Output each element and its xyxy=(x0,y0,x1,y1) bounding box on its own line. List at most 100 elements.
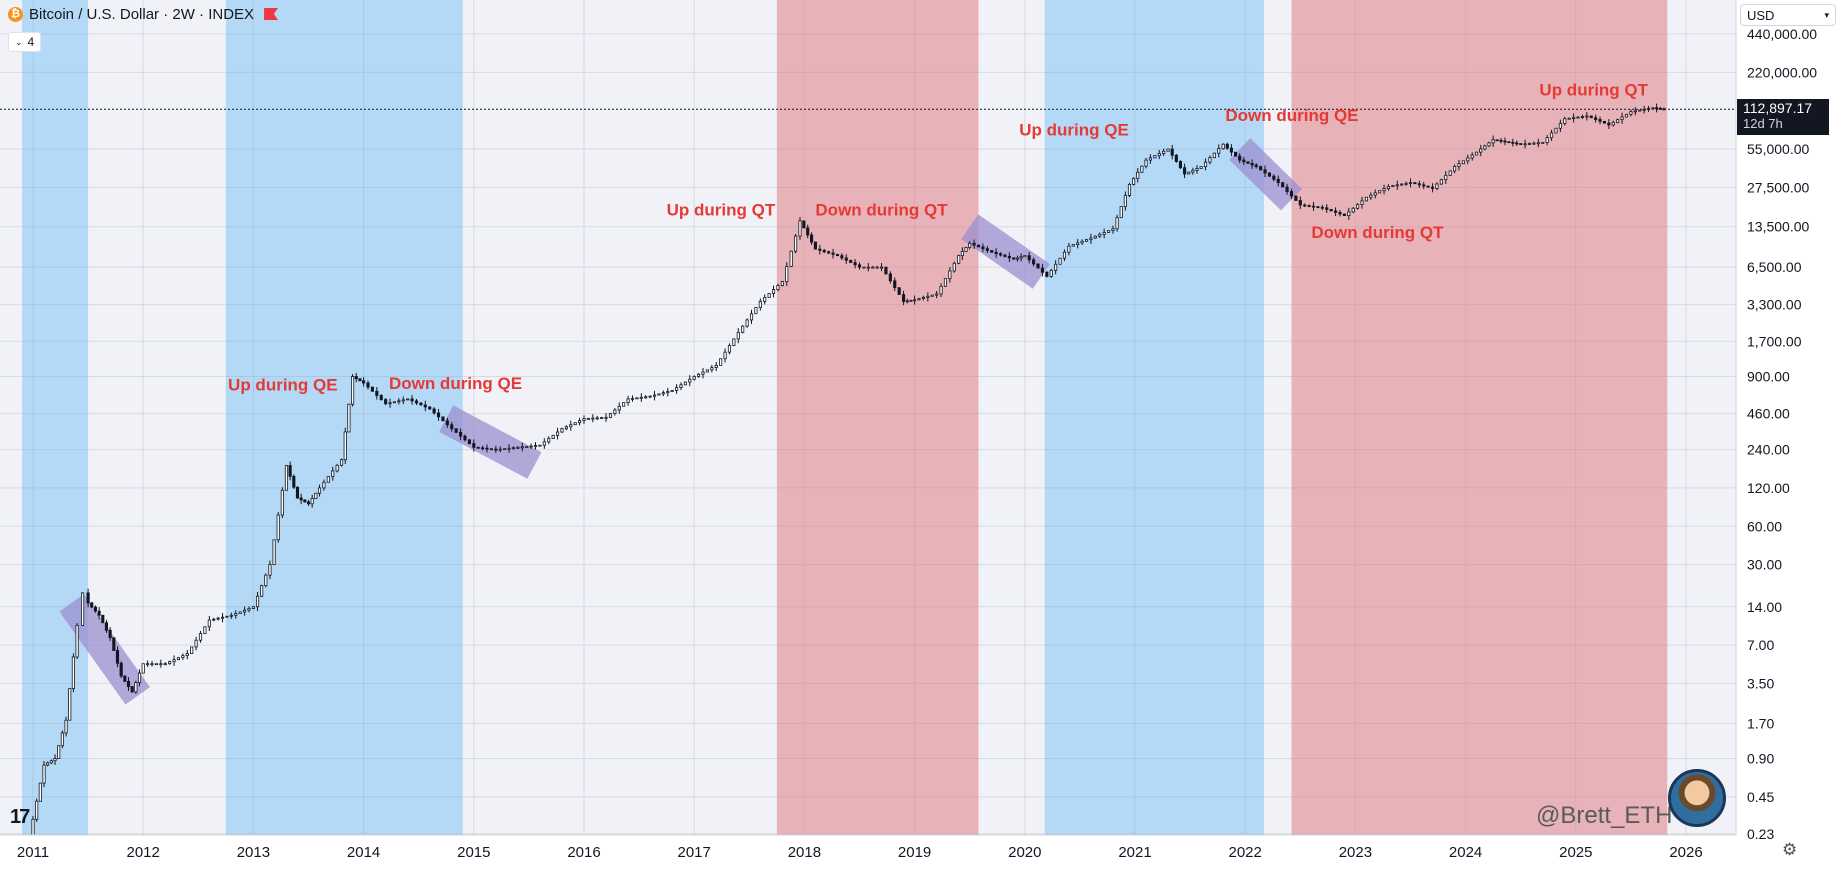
highlight-box-1[interactable] xyxy=(439,405,542,479)
candle xyxy=(586,417,590,420)
candle xyxy=(1221,143,1225,150)
candle xyxy=(1391,184,1395,187)
currency-select[interactable]: USD ▾ xyxy=(1740,4,1836,26)
candle xyxy=(93,605,98,613)
candle xyxy=(595,415,599,421)
candle xyxy=(1491,135,1495,148)
candle xyxy=(582,415,586,424)
candle xyxy=(905,298,909,304)
candle xyxy=(813,241,817,250)
y-tick-label: 240.00 xyxy=(1747,442,1790,458)
candle xyxy=(835,253,840,257)
x-tick-label: 2014 xyxy=(347,844,380,861)
highlight-box-3[interactable] xyxy=(1229,138,1302,211)
candle xyxy=(542,438,546,449)
candle xyxy=(939,283,943,297)
annotation-label: Down during QE xyxy=(389,374,522,393)
candle xyxy=(445,417,449,428)
candle xyxy=(809,232,814,245)
candle xyxy=(86,588,90,608)
annotation-label: Down during QT xyxy=(815,201,948,220)
candle xyxy=(547,436,551,445)
candle xyxy=(1607,119,1611,129)
candle xyxy=(875,265,879,269)
candle xyxy=(260,584,264,598)
y-tick-label: 1,700.00 xyxy=(1747,333,1802,349)
candle xyxy=(1303,203,1307,208)
candle xyxy=(1032,257,1036,267)
candle xyxy=(714,361,718,372)
candle xyxy=(683,381,687,386)
y-tick-label: 13,500.00 xyxy=(1747,219,1809,235)
candle xyxy=(806,224,810,239)
candle xyxy=(347,403,351,433)
candle xyxy=(1144,157,1148,169)
candle xyxy=(952,261,956,273)
candle xyxy=(428,406,432,410)
candle xyxy=(745,318,749,328)
candle xyxy=(1203,158,1208,171)
candle xyxy=(331,466,335,481)
candle xyxy=(1620,112,1624,124)
candle xyxy=(463,434,467,442)
candle xyxy=(38,782,42,802)
tradingview-logo[interactable]: 17 xyxy=(10,806,30,828)
candle xyxy=(1558,119,1562,133)
candle xyxy=(1633,107,1637,116)
annotation-label: Up during QE xyxy=(228,375,338,394)
x-tick-label: 2023 xyxy=(1339,844,1372,861)
candle xyxy=(459,428,463,441)
candle xyxy=(1580,114,1584,119)
candle xyxy=(871,265,875,269)
candle xyxy=(1136,168,1140,183)
x-tick-label: 2025 xyxy=(1559,844,1592,861)
candle xyxy=(1307,204,1311,208)
candle xyxy=(366,380,370,390)
chevron-down-icon: ⌄ xyxy=(15,36,23,47)
candle xyxy=(362,377,366,387)
flag-icon[interactable] xyxy=(264,8,279,20)
y-tick-label: 3,300.00 xyxy=(1747,297,1802,313)
candle xyxy=(1519,143,1523,145)
highlight-box-2[interactable] xyxy=(961,214,1050,289)
candle xyxy=(388,398,392,408)
y-tick-label: 460.00 xyxy=(1747,406,1790,422)
candle xyxy=(697,372,701,378)
candle xyxy=(108,627,112,641)
candle xyxy=(921,295,925,301)
candle xyxy=(168,660,172,665)
candle xyxy=(498,446,502,453)
candle xyxy=(1106,230,1111,233)
candle xyxy=(212,617,216,622)
candle xyxy=(560,427,564,434)
candle xyxy=(1162,148,1166,157)
candle xyxy=(1624,113,1629,118)
candle xyxy=(1616,118,1620,124)
candle xyxy=(397,398,401,405)
candle xyxy=(472,439,476,452)
current-price-label: 112,897.17 12d 7h xyxy=(1737,99,1829,136)
indicator-collapse-button[interactable]: ⌄ 4 xyxy=(8,32,42,52)
symbol-header[interactable]: ₿ Bitcoin / U.S. Dollar · 2W · INDEX xyxy=(0,0,279,28)
bitcoin-icon: ₿ xyxy=(8,6,23,22)
y-tick-label: 6,500.00 xyxy=(1747,259,1802,275)
y-axis-panel[interactable] xyxy=(1736,0,1845,835)
candle xyxy=(1585,112,1589,121)
y-tick-label: 0.90 xyxy=(1747,751,1774,767)
candle xyxy=(1638,109,1642,112)
candle xyxy=(1572,113,1576,123)
candle xyxy=(701,367,705,379)
candle xyxy=(736,328,740,344)
candle xyxy=(317,484,322,497)
candle xyxy=(679,382,683,391)
candle xyxy=(648,395,652,398)
candle xyxy=(1015,255,1020,262)
y-tick-label: 0.45 xyxy=(1747,789,1774,805)
candle xyxy=(172,655,176,666)
candle xyxy=(976,244,981,248)
gear-icon[interactable]: ⚙ xyxy=(1782,840,1798,859)
band-qe-0 xyxy=(21,0,89,835)
candle xyxy=(406,398,410,401)
x-axis-panel[interactable] xyxy=(0,835,1845,870)
